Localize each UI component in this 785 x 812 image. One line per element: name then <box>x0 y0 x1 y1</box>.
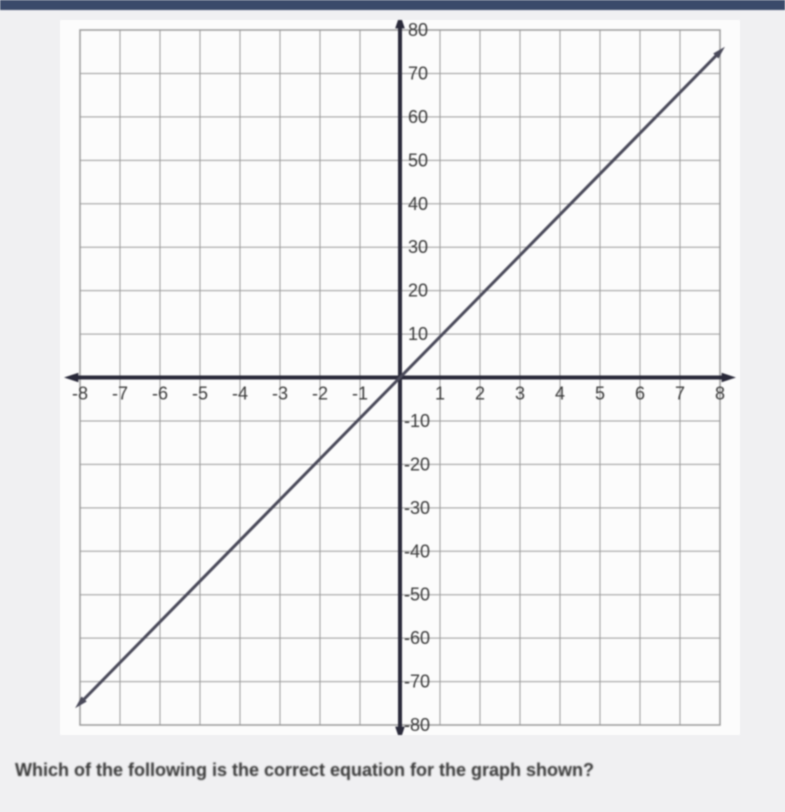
svg-text:4: 4 <box>555 384 565 404</box>
svg-text:-10: -10 <box>404 411 430 431</box>
svg-text:7: 7 <box>675 384 685 404</box>
svg-text:3: 3 <box>515 384 525 404</box>
svg-text:-3: -3 <box>272 384 288 404</box>
svg-text:-5: -5 <box>192 384 208 404</box>
svg-text:-40: -40 <box>404 541 430 561</box>
svg-text:-60: -60 <box>404 628 430 648</box>
svg-text:-50: -50 <box>404 585 430 605</box>
svg-text:60: 60 <box>408 107 428 127</box>
svg-text:-7: -7 <box>112 384 128 404</box>
svg-text:40: 40 <box>408 194 428 214</box>
top-navigation-bar <box>0 0 785 10</box>
svg-text:5: 5 <box>595 384 605 404</box>
svg-text:6: 6 <box>635 384 645 404</box>
svg-text:-2: -2 <box>312 384 328 404</box>
svg-text:80: 80 <box>408 20 428 40</box>
svg-text:-8: -8 <box>72 384 88 404</box>
svg-text:-4: -4 <box>232 384 248 404</box>
svg-text:-70: -70 <box>404 672 430 692</box>
svg-text:-30: -30 <box>404 498 430 518</box>
svg-text:1: 1 <box>435 384 445 404</box>
coordinate-plane-svg: -8 -7 -6 -5 -4 -3 -2 -1 1 2 3 4 5 6 7 8 10 20 30 40 50 60 70 80… <box>60 20 740 735</box>
svg-text:-20: -20 <box>404 454 430 474</box>
svg-text:8: 8 <box>715 384 725 404</box>
svg-text:2: 2 <box>475 384 485 404</box>
svg-text:20: 20 <box>408 281 428 301</box>
svg-text:10: 10 <box>408 324 428 344</box>
svg-text:70: 70 <box>408 63 428 83</box>
svg-text:-6: -6 <box>152 384 168 404</box>
svg-text:30: 30 <box>408 237 428 257</box>
svg-text:50: 50 <box>408 150 428 170</box>
svg-text:-1: -1 <box>352 384 368 404</box>
svg-text:-80: -80 <box>404 715 430 735</box>
question-prompt: Which of the following is the correct eq… <box>15 760 594 781</box>
graph-chart: -8 -7 -6 -5 -4 -3 -2 -1 1 2 3 4 5 6 7 8 10 20 30 40 50 60 70 80… <box>60 20 740 735</box>
